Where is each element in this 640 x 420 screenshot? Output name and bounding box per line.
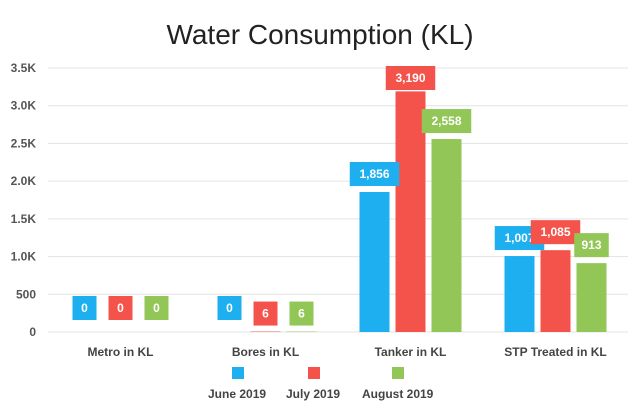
bar-june-2019 bbox=[504, 256, 535, 332]
y-tick-label: 3.5K bbox=[11, 61, 37, 75]
data-label-text: 0 bbox=[81, 301, 88, 315]
data-label-box bbox=[349, 162, 400, 187]
data-label: 1,856 bbox=[349, 162, 400, 187]
data-label: 0 bbox=[144, 296, 169, 320]
x-category-label: Tanker in KL bbox=[375, 345, 447, 359]
legend-label: June 2019 bbox=[208, 387, 266, 401]
data-label-text: 1,856 bbox=[359, 167, 389, 181]
y-axis-ticks: 0 500 1.0K 1.5K 2.0K 2.5K 3.0K 3.5K bbox=[11, 61, 37, 339]
legend: June 2019 July 2019 August 2019 bbox=[208, 367, 434, 401]
data-label-text: 0 bbox=[117, 301, 124, 315]
bars bbox=[250, 91, 607, 332]
y-tick-label: 2.5K bbox=[11, 136, 37, 150]
legend-label: August 2019 bbox=[362, 387, 434, 401]
data-label: 3,190 bbox=[385, 66, 436, 90]
data-label-box bbox=[421, 109, 472, 134]
y-tick-label: 500 bbox=[16, 287, 36, 301]
bar-june-2019 bbox=[359, 192, 390, 332]
gridlines bbox=[48, 67, 628, 333]
chart-title: Water Consumption (KL) bbox=[166, 19, 473, 50]
data-label-box bbox=[574, 233, 609, 258]
data-label-text: 1,007 bbox=[504, 231, 534, 245]
data-label: 6 bbox=[253, 301, 278, 326]
data-label: 0 bbox=[217, 296, 242, 320]
data-label-box bbox=[72, 296, 97, 320]
x-axis-categories: Metro in KL Bores in KL Tanker in KL STP Tr… bbox=[88, 345, 607, 359]
data-label-box bbox=[217, 296, 242, 320]
data-label-text: 913 bbox=[581, 238, 601, 252]
x-category-label: Bores in KL bbox=[232, 345, 299, 359]
y-tick-label: 1.5K bbox=[11, 212, 37, 226]
data-label: 1,085 bbox=[530, 220, 581, 245]
data-label: 0 bbox=[108, 296, 133, 320]
x-category-label: STP Treated in KL bbox=[504, 345, 606, 359]
legend-swatch bbox=[232, 367, 244, 379]
y-tick-label: 0 bbox=[29, 325, 36, 339]
y-tick-label: 2.0K bbox=[11, 174, 37, 188]
data-label-box bbox=[253, 301, 278, 326]
data-label-box bbox=[144, 296, 169, 320]
x-category-label: Metro in KL bbox=[88, 345, 154, 359]
data-label-box bbox=[289, 301, 314, 326]
bar-july-2019 bbox=[540, 250, 571, 332]
bar-august-2019 bbox=[431, 139, 462, 332]
data-label-text: 0 bbox=[153, 301, 160, 315]
y-tick-label: 1.0K bbox=[11, 250, 37, 264]
data-label-text: 1,085 bbox=[540, 225, 570, 239]
legend-swatch bbox=[392, 367, 404, 379]
legend-item: August 2019 bbox=[362, 367, 434, 401]
data-label-box bbox=[108, 296, 133, 320]
data-label-text: 3,190 bbox=[395, 71, 425, 85]
bar-july-2019 bbox=[395, 91, 426, 332]
data-label-box bbox=[530, 220, 581, 245]
bar-august-2019 bbox=[576, 263, 607, 332]
data-label: 2,558 bbox=[421, 109, 472, 134]
data-labels: 0 0 0 0 6 6 1,856 3,190 2,558 1,007 1,085 913 bbox=[72, 66, 609, 326]
data-label: 913 bbox=[574, 233, 609, 258]
data-label: 6 bbox=[289, 301, 314, 326]
y-tick-label: 3.0K bbox=[11, 99, 37, 113]
data-label-text: 2,558 bbox=[431, 114, 461, 128]
data-label: 0 bbox=[72, 296, 97, 320]
data-label-box bbox=[385, 66, 436, 90]
legend-swatch bbox=[308, 367, 320, 379]
data-label-text: 6 bbox=[262, 307, 269, 321]
legend-item: July 2019 bbox=[286, 367, 340, 401]
data-label-text: 0 bbox=[226, 301, 233, 315]
data-label-text: 6 bbox=[298, 307, 305, 321]
legend-item: June 2019 bbox=[208, 367, 266, 401]
legend-label: July 2019 bbox=[286, 387, 340, 401]
